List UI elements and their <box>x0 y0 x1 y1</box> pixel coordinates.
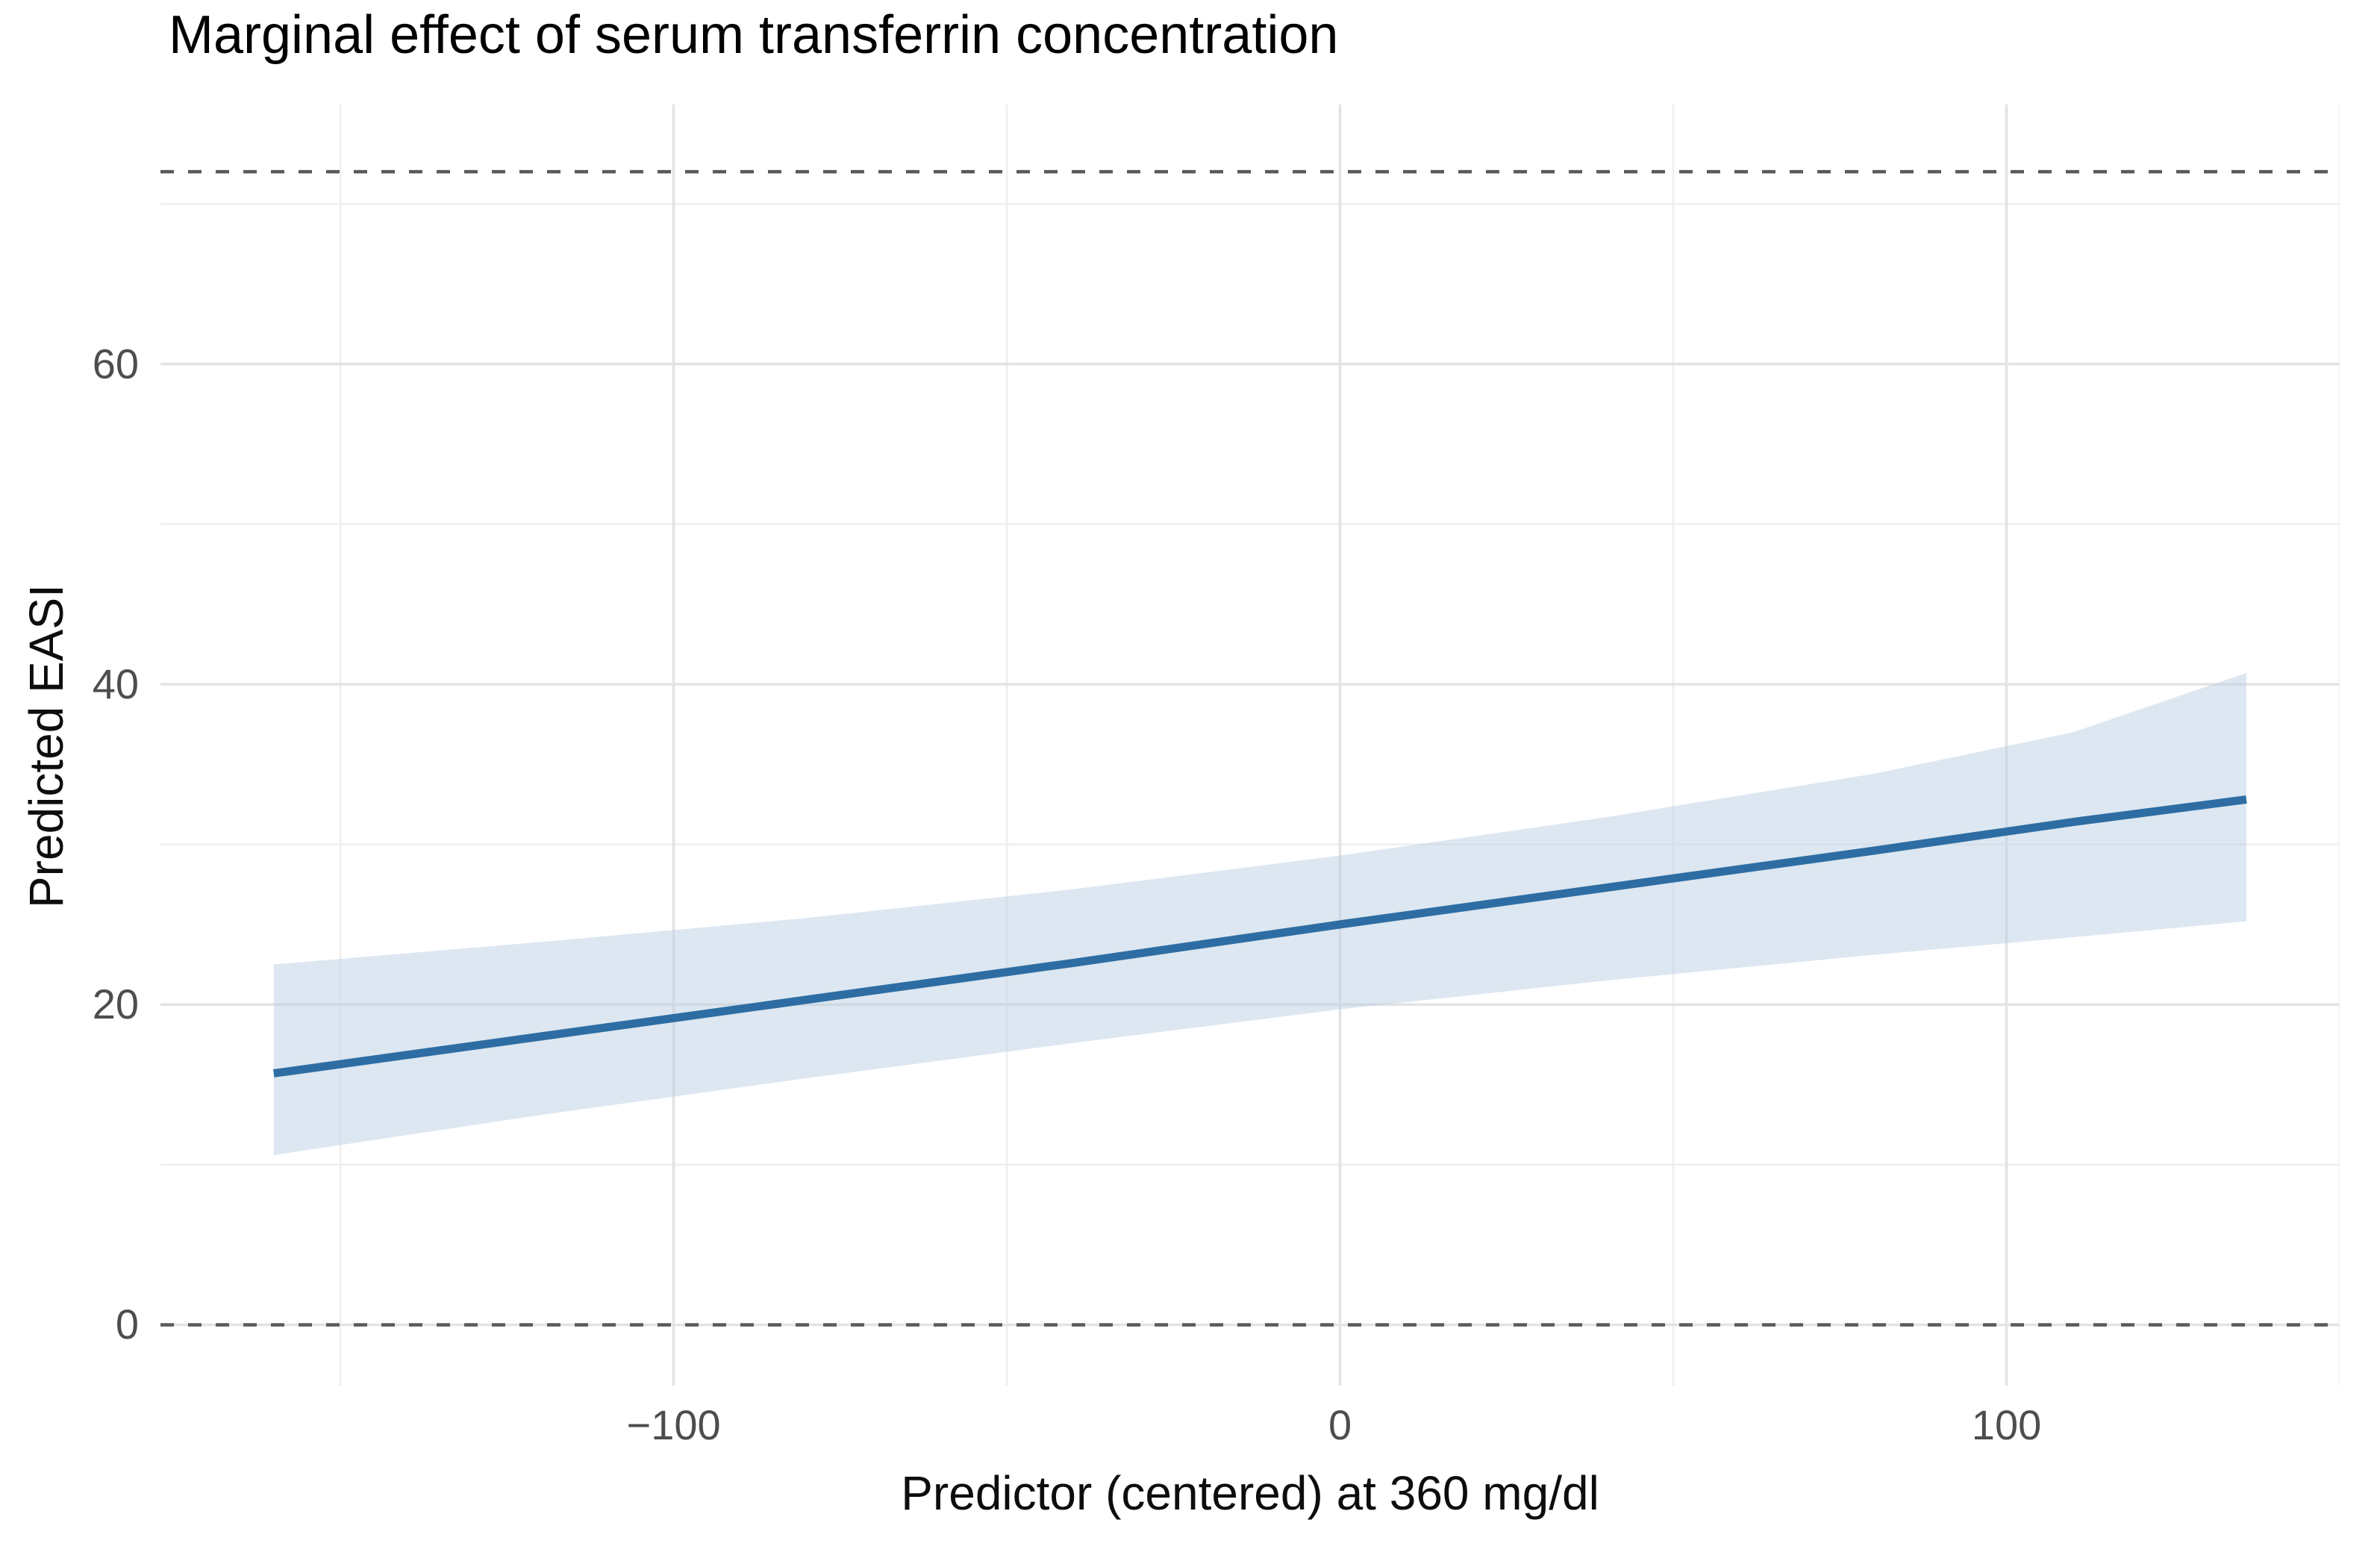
x-tick-label: 100 <box>1971 1401 2042 1448</box>
confidence-ribbon <box>273 672 2246 1155</box>
x-tick-label: −100 <box>626 1401 721 1448</box>
x-tick-label: 0 <box>1328 1401 1352 1448</box>
x-axis-title: Predictor (centered) at 360 mg/dl <box>901 1466 1599 1520</box>
fitted-line <box>273 795 2247 1077</box>
plot-panel <box>160 104 2340 1386</box>
y-tick-label: 0 <box>115 1301 139 1348</box>
y-tick-label: 60 <box>92 340 139 387</box>
y-tick-label: 40 <box>92 660 139 707</box>
y-axis-title: Predicted EASI <box>19 584 73 908</box>
y-tick-label: 20 <box>92 980 139 1028</box>
plot-title: Marginal effect of serum transferrin con… <box>169 5 1339 65</box>
